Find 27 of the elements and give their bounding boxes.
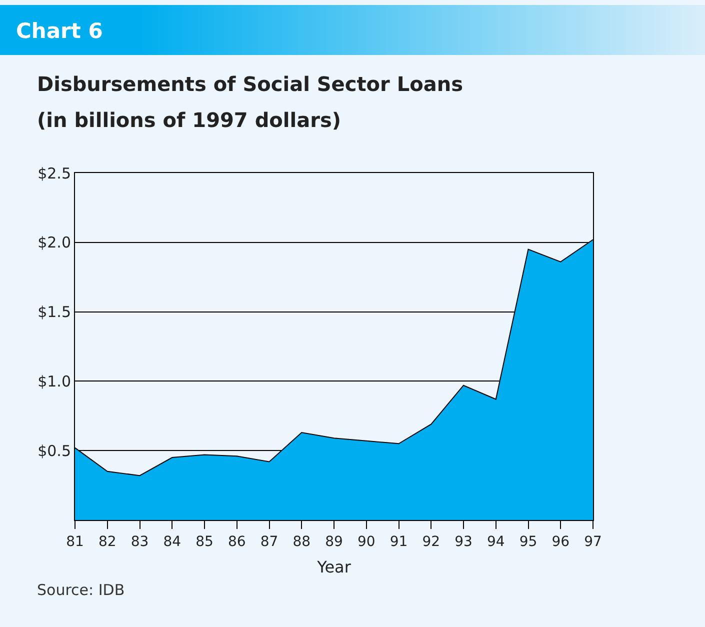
x-tick-label: 95 (519, 534, 538, 550)
caption: Chart 6 (16, 19, 103, 43)
x-tick-label: 97 (584, 534, 602, 550)
y-tick-label: $1.5 (38, 303, 71, 322)
source-note: Source: IDB (37, 581, 125, 599)
x-tick-label: 85 (196, 534, 214, 550)
y-tick-label: $2.0 (38, 234, 71, 252)
x-tick-label: 90 (357, 534, 376, 550)
x-tick-label: 89 (325, 534, 343, 550)
x-tick-label: 84 (163, 534, 182, 550)
x-tick-label: 88 (292, 534, 311, 550)
x-tick-label: 93 (454, 534, 472, 550)
y-tick-label: $2.5 (38, 164, 71, 182)
x-tick-label: 92 (422, 534, 440, 550)
x-tick-label: 87 (260, 534, 278, 550)
chart-title: Disbursements of Social Sector Loans (37, 71, 463, 98)
x-tick-label: 96 (552, 534, 570, 550)
x-tick-label: 91 (390, 534, 408, 550)
x-tick-label: 82 (98, 534, 116, 550)
y-tick-label: $1.0 (38, 372, 71, 390)
x-axis-title: Year (316, 558, 352, 576)
x-tick-label: 83 (130, 534, 149, 550)
x-tick-label: 94 (486, 534, 505, 550)
x-tick-label: 86 (228, 534, 246, 550)
y-tick-label: $0.5 (38, 442, 71, 460)
chart-subtitle: (in billions of 1997 dollars) (37, 107, 342, 134)
x-tick-label: 81 (66, 534, 84, 550)
